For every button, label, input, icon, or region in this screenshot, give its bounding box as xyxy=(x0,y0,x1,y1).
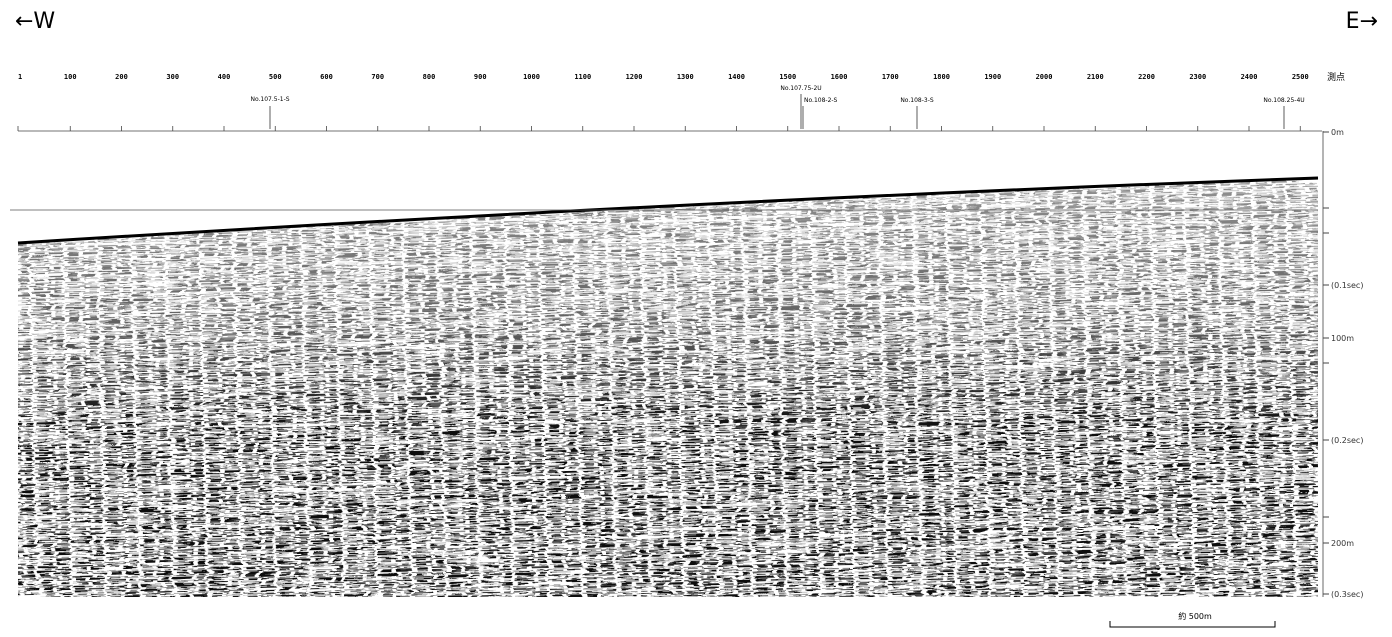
station-unit: 測点 xyxy=(1327,71,1345,83)
borehole-label: No.108.25-4U xyxy=(1263,97,1304,104)
station-label: 500 xyxy=(269,73,282,81)
station-label: 1000 xyxy=(523,73,540,81)
scale-bar: 約 500m xyxy=(1109,611,1276,628)
station-label: 1 xyxy=(18,73,22,81)
station-label: 2000 xyxy=(1036,73,1053,81)
east-label: E→ xyxy=(1346,9,1378,34)
station-label: 1300 xyxy=(677,73,694,81)
station-label: 2400 xyxy=(1241,73,1258,81)
station-label: 1400 xyxy=(728,73,745,81)
station-label: 600 xyxy=(320,73,333,81)
station-label: 400 xyxy=(218,73,231,81)
station-label: 2300 xyxy=(1189,73,1206,81)
station-label: 1800 xyxy=(933,73,950,81)
scale-label: 約 500m xyxy=(1178,611,1212,621)
depth-label: (0.3sec) xyxy=(1331,590,1363,599)
station-label: 2500 xyxy=(1292,73,1309,81)
station-label: 1500 xyxy=(779,73,796,81)
station-label: 900 xyxy=(474,73,487,81)
depth-label: (0.1sec) xyxy=(1331,281,1363,290)
station-label: 1700 xyxy=(882,73,899,81)
station-label: 1100 xyxy=(574,73,591,81)
depth-label: 100m xyxy=(1331,334,1354,343)
seafloor xyxy=(17,176,1319,245)
station-label: 100 xyxy=(64,73,77,81)
station-label: 700 xyxy=(371,73,384,81)
depth-label: 0m xyxy=(1331,128,1344,137)
station-label: 2100 xyxy=(1087,73,1104,81)
station-label: 800 xyxy=(423,73,436,81)
station-label: 2200 xyxy=(1138,73,1155,81)
depth-label: 200m xyxy=(1331,539,1354,548)
station-label: 200 xyxy=(115,73,128,81)
west-label: ←W xyxy=(15,9,55,34)
borehole-label: No.107.75-2U xyxy=(780,85,821,92)
borehole-label: No.107.5-1-S xyxy=(250,96,289,103)
depth-label: (0.2sec) xyxy=(1331,436,1363,445)
station-label: 1600 xyxy=(831,73,848,81)
station-label: 1900 xyxy=(984,73,1001,81)
borehole-label: No.108-3-S xyxy=(900,97,934,104)
station-label: 1200 xyxy=(626,73,643,81)
seismic-section xyxy=(18,178,1318,597)
borehole-label: No.108-2-S xyxy=(804,97,838,104)
station-label: 300 xyxy=(166,73,179,81)
